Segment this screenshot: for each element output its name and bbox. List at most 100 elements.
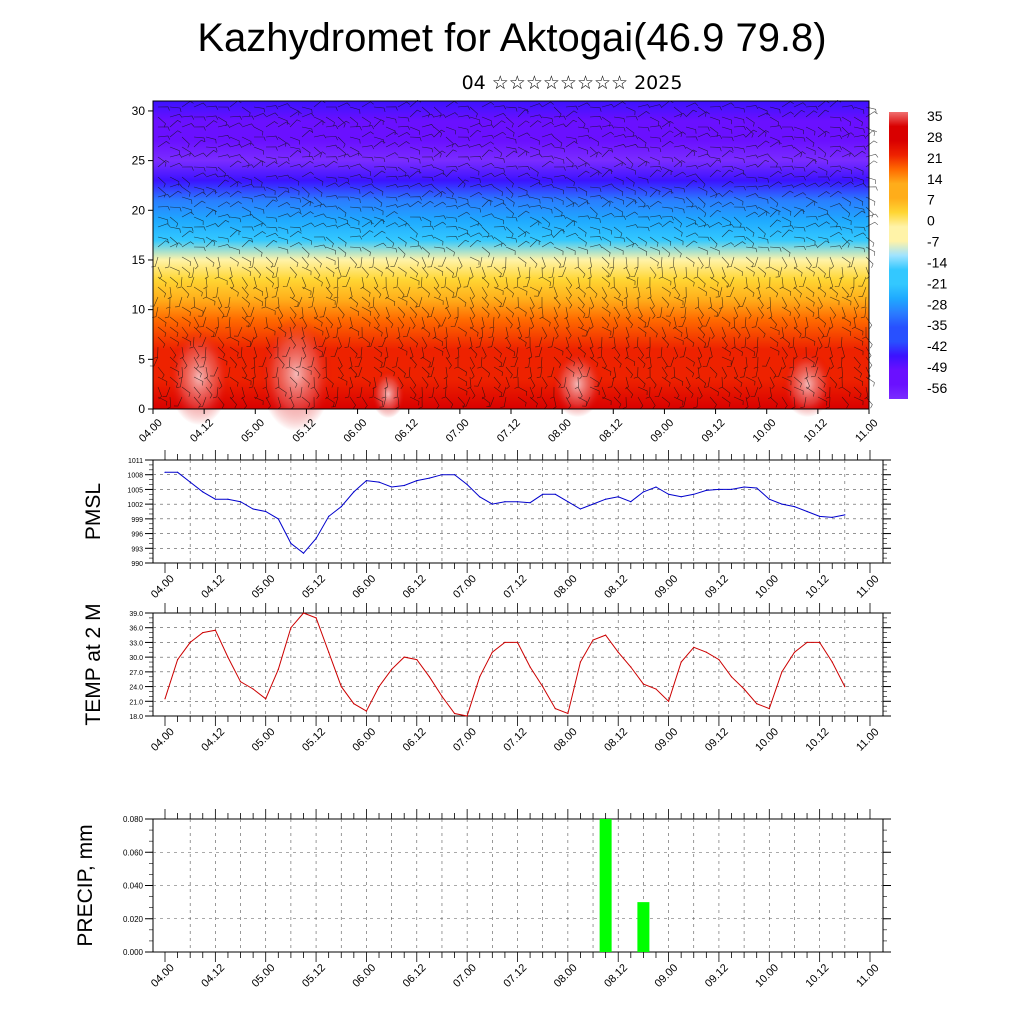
wind-barb	[395, 396, 400, 409]
series-point	[214, 629, 216, 631]
wind-barb	[369, 386, 375, 399]
wind-barb	[193, 396, 201, 409]
wind-barb	[301, 286, 312, 296]
y-tick-label: 1005	[127, 487, 143, 494]
wind-barb	[421, 225, 435, 230]
wind-barb	[373, 276, 379, 290]
series-point	[542, 493, 544, 495]
wind-barb	[860, 306, 867, 319]
wind-barb	[779, 326, 784, 340]
wind-barb	[769, 336, 779, 347]
wind-barb	[157, 186, 166, 198]
wind-barb	[178, 366, 183, 379]
wind-barb	[476, 256, 483, 268]
wind-barb	[433, 396, 440, 409]
wind-barb	[493, 105, 507, 110]
wind-barb	[649, 146, 662, 153]
wind-barb	[325, 316, 333, 329]
wind-barb	[214, 316, 219, 329]
wind-barb	[673, 144, 687, 149]
wind-barb	[719, 296, 724, 310]
wind-barb	[301, 222, 315, 228]
wind-barb	[169, 346, 177, 359]
wind-barb	[373, 326, 383, 337]
wind-barb	[623, 256, 628, 270]
wind-barb	[265, 135, 279, 140]
y-tick-label: 21.0	[129, 699, 143, 706]
x-tick-label: 10.00	[753, 726, 781, 754]
wind-barb	[685, 232, 699, 238]
wind-barb	[503, 276, 508, 290]
wind-barb	[733, 326, 741, 339]
wind-barb	[277, 121, 290, 128]
wind-barb	[265, 199, 277, 208]
wind-barb	[781, 111, 794, 118]
wind-barb	[858, 276, 867, 287]
wind-barb	[817, 266, 826, 278]
wind-barb	[853, 246, 866, 253]
wind-barb	[433, 336, 444, 346]
wind-barb	[313, 146, 322, 158]
wind-barb	[673, 156, 683, 167]
wind-barb	[613, 296, 624, 306]
wind-barb	[457, 126, 469, 134]
wind-barb	[457, 179, 469, 188]
wind-barb	[625, 306, 631, 320]
wind-barb	[181, 211, 195, 218]
wind-barb	[251, 366, 256, 380]
wind-barb	[805, 126, 816, 136]
wind-barb	[349, 346, 358, 358]
wind-barb	[205, 296, 216, 306]
wind-barb	[493, 376, 501, 389]
wind-barb	[373, 119, 385, 128]
wind-barb	[565, 220, 578, 228]
wind-barb	[553, 186, 564, 195]
wind-barb	[661, 190, 674, 198]
wind-barb	[381, 386, 387, 399]
wind-barb	[253, 146, 264, 155]
wind-barb	[791, 396, 796, 409]
wind-barb	[397, 132, 411, 138]
wind-barb	[793, 176, 806, 181]
series-point	[479, 496, 481, 498]
heatmap-x-label: 07.12	[495, 417, 523, 445]
wind-barb	[181, 230, 194, 238]
x-tick-label: 07.12	[501, 573, 529, 601]
wind-barb	[805, 146, 816, 156]
x-tick-label: 11.00	[854, 962, 881, 989]
wind-barb	[553, 296, 561, 309]
warm-core	[782, 351, 833, 418]
wind-barb	[541, 121, 555, 128]
wind-barb	[261, 296, 267, 309]
heatmap-y-label: 30	[132, 104, 146, 118]
wind-barb	[301, 146, 311, 157]
wind-barb	[822, 366, 831, 377]
wind-barb	[478, 326, 483, 339]
x-tick-label: 09.00	[652, 573, 680, 601]
series-point	[655, 486, 657, 488]
wind-barb	[733, 386, 742, 398]
wind-barb	[613, 246, 624, 255]
wind-barb	[253, 346, 258, 360]
wind-barb	[300, 326, 305, 340]
wind-barb	[708, 296, 712, 310]
wind-barb	[421, 246, 430, 258]
wind-barb	[361, 221, 374, 228]
wind-barb	[427, 356, 435, 368]
wind-barb	[241, 356, 247, 370]
series-point	[177, 659, 179, 661]
wind-barb	[577, 170, 590, 178]
wind-barb	[757, 226, 766, 238]
wind-barb	[253, 160, 266, 168]
wind-barb	[487, 336, 495, 348]
wind-barb	[344, 336, 351, 348]
wind-barb	[601, 131, 614, 138]
wind-barb	[625, 176, 635, 187]
x-tick-label: 07.12	[501, 962, 529, 990]
wind-barb	[229, 201, 242, 208]
wind-barb	[757, 246, 770, 252]
wind-barb	[752, 346, 759, 358]
wind-barb	[445, 226, 458, 231]
wind-barb	[337, 176, 350, 183]
wind-barb	[625, 316, 633, 329]
